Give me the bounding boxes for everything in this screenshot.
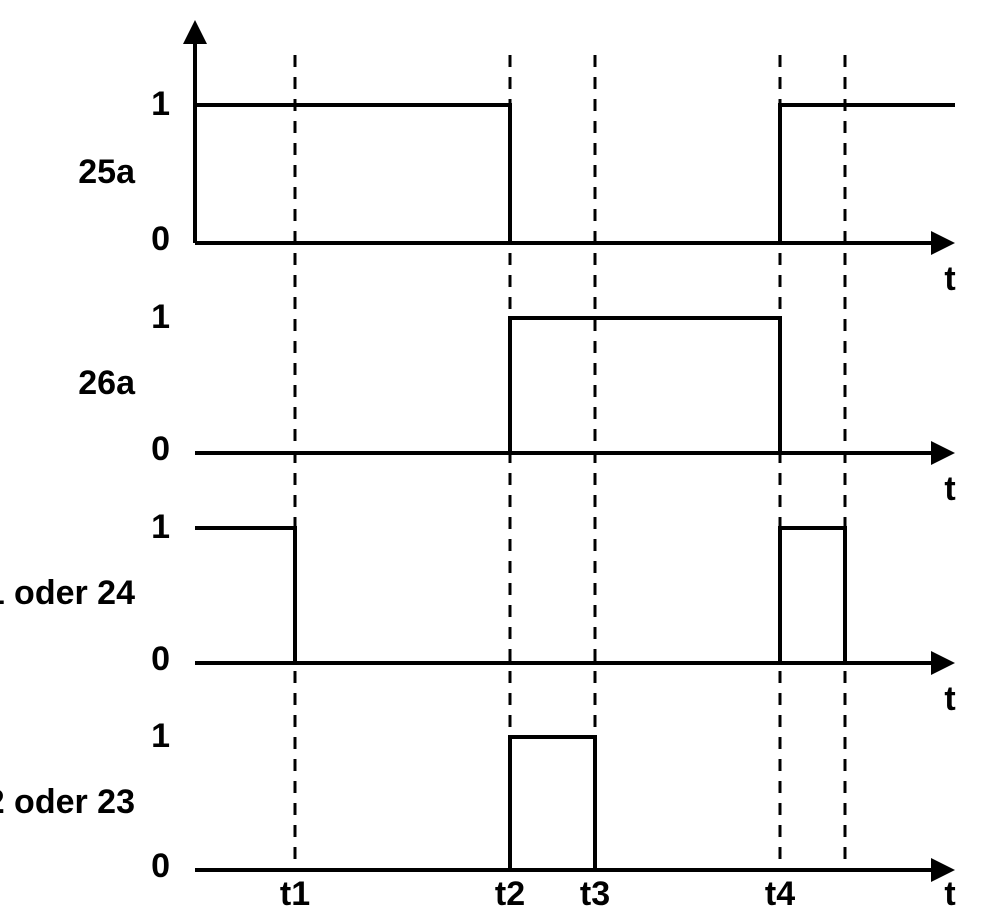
panel-title-25a: 25a [78,153,136,191]
label-zero-21 oder 24: 0 [151,640,170,678]
t-label-21 oder 24: t [944,680,955,718]
panel-title-21 oder 24: 21 oder 24 [0,574,135,612]
t-label-26a: t [944,470,955,508]
signal-26a [195,318,780,453]
timing-diagram: 1025at1026at1021 oder 24t1022 oder 23tt1… [0,0,1000,908]
label-zero-25a: 0 [151,220,170,258]
label-one-25a: 1 [151,85,170,123]
tick-label-t2: t2 [495,875,525,908]
t-label-25a: t [944,260,955,298]
arrowhead [931,231,955,255]
t-label-22 oder 23: t [944,875,955,908]
arrowhead [931,651,955,675]
arrowhead [931,441,955,465]
signal-21 oder 24 [195,528,845,663]
tick-label-t4: t4 [765,875,795,908]
label-one-22 oder 23: 1 [151,717,170,755]
panel-title-22 oder 23: 22 oder 23 [0,783,135,821]
panel-title-26a: 26a [78,364,136,402]
signal-25a [195,105,955,243]
label-one-21 oder 24: 1 [151,508,170,546]
arrowhead [183,20,207,44]
tick-label-t3: t3 [580,875,610,908]
label-one-26a: 1 [151,298,170,336]
signal-22 oder 23 [195,737,595,870]
tick-label-t1: t1 [280,875,310,908]
label-zero-26a: 0 [151,430,170,468]
label-zero-22 oder 23: 0 [151,847,170,885]
